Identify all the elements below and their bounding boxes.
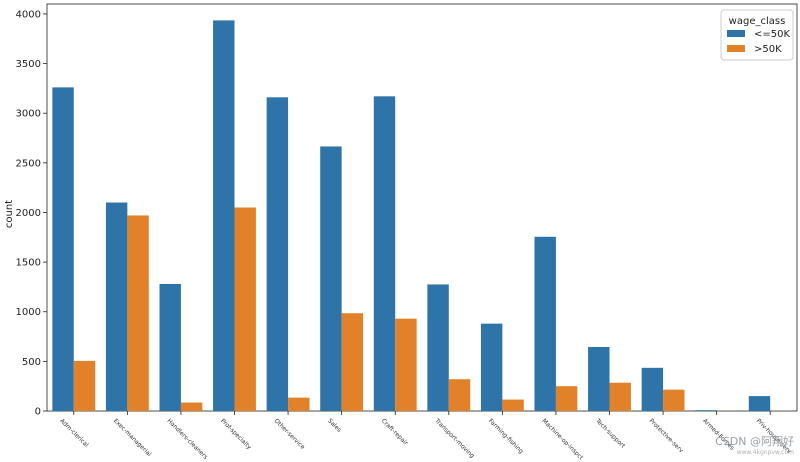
bar-le50k-handlers-cleaners xyxy=(159,283,181,411)
bar-gt50k-farming-fishing xyxy=(502,399,524,411)
x-tick-label: Protective-serv xyxy=(648,417,685,454)
y-tick-label: 2000 xyxy=(16,208,41,219)
x-tick-label: Other-service xyxy=(273,417,307,451)
bar-le50k-adm-clerical xyxy=(52,87,74,411)
bar-gt50k-craft-repair xyxy=(395,318,417,411)
bar-gt50k-adm-clerical xyxy=(73,360,96,411)
x-tick-label: Handlers-cleaners xyxy=(166,417,209,460)
bar-le50k-protective-serv xyxy=(641,367,664,411)
bar-gt50k-transport-moving xyxy=(448,379,471,411)
plot-frame xyxy=(46,3,798,412)
bars xyxy=(52,20,792,411)
legend-swatch-series-1 xyxy=(727,45,745,52)
bar-gt50k-prof-specialty xyxy=(234,207,256,411)
bar-gt50k-other-service xyxy=(288,397,310,411)
y-tick-label: 2500 xyxy=(16,158,41,169)
watermark: CSDN @阿翔好 www.4kgnpvw.com xyxy=(715,433,794,456)
bar-le50k-craft-repair xyxy=(373,96,396,411)
bar-gt50k-protective-serv xyxy=(663,389,685,411)
bar-le50k-farming-fishing xyxy=(480,323,503,411)
y-tick-label: 3500 xyxy=(16,59,41,70)
plot-border xyxy=(46,3,798,412)
y-tick-label: 0 xyxy=(35,407,41,418)
x-tick-label: Sales xyxy=(326,417,342,433)
x-axis: Adm-clerical Exec-managerial Handlers-clea… xyxy=(58,411,793,462)
bar-le50k-sales xyxy=(320,146,342,411)
y-tick-label: 500 xyxy=(22,357,41,368)
bar-le50k-tech-support xyxy=(588,346,610,411)
x-tick-label: Machine-op-inspct xyxy=(541,417,585,461)
legend-label-series-0: <=50K xyxy=(754,29,790,40)
y-tick-label: 4000 xyxy=(16,9,41,20)
bar-gt50k-handlers-cleaners xyxy=(180,402,203,411)
legend: wage_class <=50K >50K xyxy=(720,9,794,61)
watermark-text: CSDN @阿翔好 xyxy=(715,435,794,448)
y-tick-label: 3000 xyxy=(16,109,41,120)
bar-gt50k-sales xyxy=(341,313,364,411)
bar-le50k-other-service xyxy=(266,97,289,411)
x-tick-label: Craft-repair xyxy=(380,417,410,447)
bar-le50k-transport-moving xyxy=(427,284,449,411)
x-tick-label: Tech-support xyxy=(593,417,626,450)
legend-title: wage_class xyxy=(729,16,786,27)
bar-le50k-priv-house-serv xyxy=(748,396,771,411)
x-tick-label: Exec-managerial xyxy=(112,417,153,458)
watermark-subtext: www.4kgnpvw.com xyxy=(736,449,794,456)
legend-swatch-series-0 xyxy=(727,30,745,37)
bar-gt50k-exec-managerial xyxy=(127,215,149,411)
bar-le50k-machine-op-inspct xyxy=(534,236,556,411)
bar-le50k-prof-specialty xyxy=(213,20,235,411)
x-tick-label: Farming-fishing xyxy=(487,417,525,455)
bar-le50k-armed-forces xyxy=(695,410,717,411)
legend-label-series-1: >50K xyxy=(754,44,782,55)
y-tick-label: 1000 xyxy=(16,307,41,318)
x-tick-label: Adm-clerical xyxy=(58,417,90,449)
y-tick-label: 1500 xyxy=(16,258,41,269)
x-tick-label: Transport-moving xyxy=(433,417,476,460)
y-axis-label: count xyxy=(4,200,15,228)
bar-gt50k-tech-support xyxy=(609,382,631,411)
y-axis: 0 500 1000 1500 2000 2500 3000 3500 4000 xyxy=(16,9,47,418)
bar-le50k-exec-managerial xyxy=(105,202,128,411)
bar-gt50k-machine-op-inspct xyxy=(555,386,578,411)
x-tick-label: Prof-specialty xyxy=(219,417,253,451)
